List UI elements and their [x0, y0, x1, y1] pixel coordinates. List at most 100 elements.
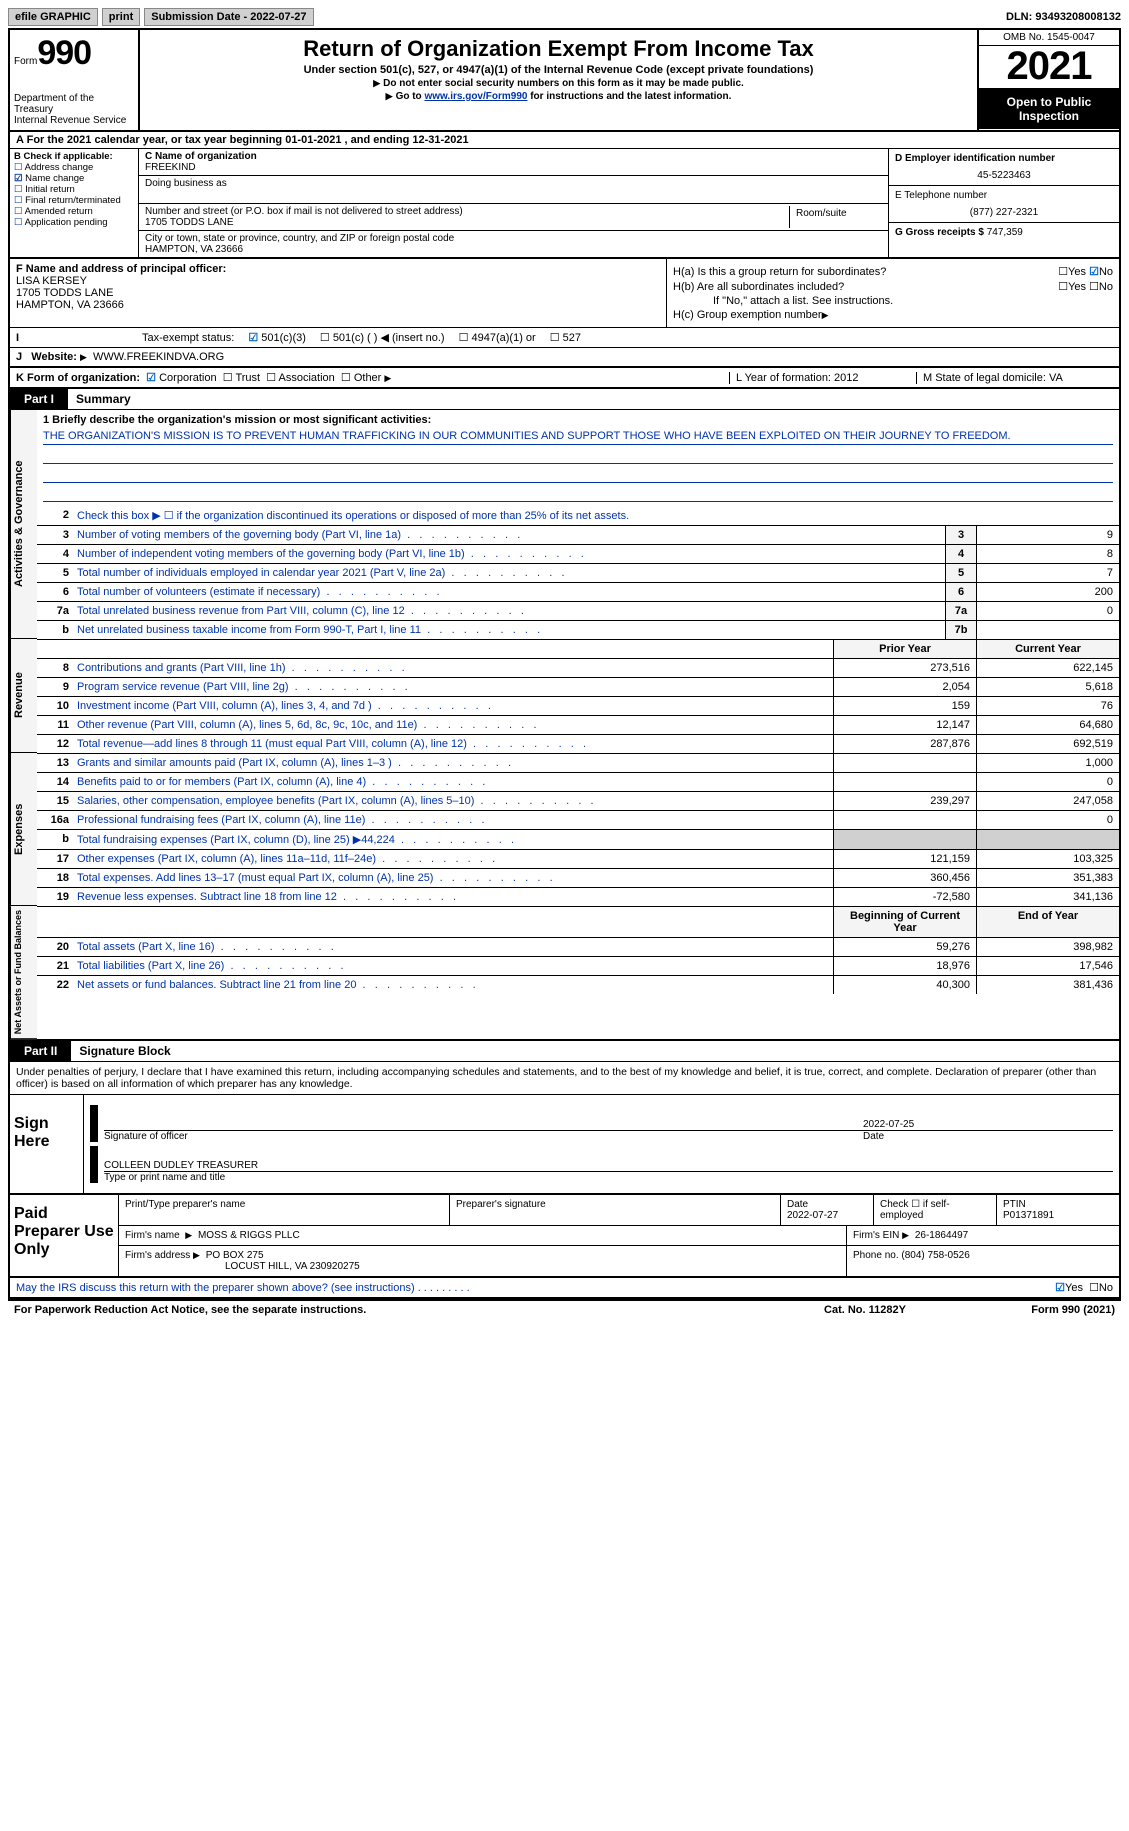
gross-receipts-label: G Gross receipts $: [895, 227, 984, 238]
topbar: efile GRAPHIC print Submission Date - 20…: [8, 8, 1121, 26]
mission-question: 1 Briefly describe the organization's mi…: [43, 414, 431, 426]
data-line: 21Total liabilities (Part X, line 26)18,…: [37, 956, 1119, 975]
preparer-row: Paid Preparer Use Only Print/Type prepar…: [10, 1195, 1119, 1278]
chk-address-change[interactable]: Address change: [25, 162, 94, 173]
year-formation: L Year of formation: 2012: [729, 372, 916, 384]
website-value: WWW.FREEKINDVA.ORG: [93, 351, 224, 363]
box-b: B Check if applicable: ☐ Address change …: [10, 149, 139, 257]
data-line: 18Total expenses. Add lines 13–17 (must …: [37, 868, 1119, 887]
website-row: J Website: WWW.FREEKINDVA.ORG: [10, 348, 1119, 368]
open-public: Open to Public Inspection: [979, 89, 1119, 129]
data-line: 19Revenue less expenses. Subtract line 1…: [37, 887, 1119, 906]
efile-button[interactable]: efile GRAPHIC: [8, 8, 98, 26]
chk-amended[interactable]: Amended return: [25, 206, 93, 217]
sign-here-row: Sign Here 2022-07-25 Signature of office…: [10, 1095, 1119, 1195]
firm-ein: 26-1864497: [915, 1230, 968, 1241]
title-cell: Return of Organization Exempt From Incom…: [140, 30, 977, 130]
irs-link[interactable]: www.irs.gov/Form990: [424, 91, 527, 102]
chk-initial-return[interactable]: Initial return: [25, 184, 75, 195]
data-line: 15Salaries, other compensation, employee…: [37, 791, 1119, 810]
room-label: Room/suite: [790, 206, 882, 228]
data-line: bTotal fundraising expenses (Part IX, co…: [37, 829, 1119, 849]
prep-date: 2022-07-27: [787, 1210, 838, 1221]
print-button[interactable]: print: [102, 8, 140, 26]
note-goto-post: for instructions and the latest informat…: [527, 91, 731, 102]
box-de: D Employer identification number45-52234…: [888, 149, 1119, 257]
side-net: Net Assets or Fund Balances: [10, 906, 37, 1039]
firm-addr-label: Firm's address: [125, 1250, 190, 1261]
k-corp[interactable]: Corporation: [159, 372, 216, 384]
street-address: 1705 TODDS LANE: [145, 217, 789, 228]
mission-text: THE ORGANIZATION'S MISSION IS TO PREVENT…: [43, 430, 1113, 445]
k-assoc[interactable]: Association: [279, 372, 335, 384]
k-label: K Form of organization:: [16, 372, 140, 384]
ptin-label: PTIN: [1003, 1199, 1026, 1210]
footer-cat: Cat. No. 11282Y: [765, 1304, 965, 1316]
h-b-note: If "No," attach a list. See instructions…: [673, 295, 1113, 307]
chk-name-change[interactable]: Name change: [25, 173, 84, 184]
hdr-end: End of Year: [976, 907, 1119, 937]
k-trust[interactable]: Trust: [235, 372, 260, 384]
data-line: 9Program service revenue (Part VIII, lin…: [37, 677, 1119, 696]
h-c-label: H(c) Group exemption number: [673, 309, 822, 321]
prep-print-label: Print/Type preparer's name: [119, 1195, 450, 1225]
sign-name-label: Type or print name and title: [104, 1172, 1113, 1183]
revenue-section: Revenue Prior YearCurrent Year 8Contribu…: [10, 639, 1119, 753]
line-a-text: For the 2021 calendar year, or tax year …: [27, 134, 469, 146]
officer-name: LISA KERSEY: [16, 275, 660, 287]
tax-exempt-status: I Tax-exempt status: ☑ 501(c)(3) ☐ 501(c…: [10, 328, 1119, 348]
officer-addr2: HAMPTON, VA 23666: [16, 299, 660, 311]
status-4947[interactable]: 4947(a)(1) or: [472, 332, 536, 344]
data-line: 13Grants and similar amounts paid (Part …: [37, 753, 1119, 772]
footer-left: For Paperwork Reduction Act Notice, see …: [14, 1304, 765, 1316]
status-501c[interactable]: 501(c) ( ) ◀ (insert no.): [333, 332, 445, 344]
org-name: FREEKIND: [145, 162, 882, 173]
submission-date: Submission Date - 2022-07-27: [144, 8, 313, 26]
mission-block: 1 Briefly describe the organization's mi…: [37, 410, 1119, 502]
discuss-text: May the IRS discuss this return with the…: [16, 1282, 415, 1294]
chk-final-return[interactable]: Final return/terminated: [25, 195, 121, 206]
note-ssn: Do not enter social security numbers on …: [383, 78, 744, 89]
part-2-header: Part II Signature Block: [10, 1039, 1119, 1062]
officer-label: F Name and address of principal officer:: [16, 263, 660, 275]
status-527[interactable]: 527: [563, 332, 581, 344]
preparer-grid: Print/Type preparer's name Preparer's si…: [119, 1195, 1119, 1276]
form-id-cell: Form990 Department of the Treasury Inter…: [10, 30, 140, 130]
chk-application-pending[interactable]: Application pending: [25, 217, 108, 228]
side-revenue: Revenue: [10, 639, 37, 753]
h-b-label: H(b) Are all subordinates included?: [673, 281, 1058, 293]
officer-sign-name: COLLEEN DUDLEY TREASURER: [104, 1160, 258, 1171]
officer-addr1: 1705 TODDS LANE: [16, 287, 660, 299]
side-expenses: Expenses: [10, 753, 37, 906]
summary-line: 7aTotal unrelated business revenue from …: [37, 601, 1119, 620]
state-domicile: M State of legal domicile: VA: [916, 372, 1113, 384]
k-other[interactable]: Other: [354, 372, 382, 384]
signature-declaration: Under penalties of perjury, I declare th…: [10, 1062, 1119, 1095]
side-activities: Activities & Governance: [10, 410, 37, 639]
section-fh: F Name and address of principal officer:…: [10, 259, 1119, 328]
status-501c3[interactable]: 501(c)(3): [261, 332, 306, 344]
firm-phone: (804) 758-0526: [901, 1250, 969, 1261]
summary-line: bNet unrelated business taxable income f…: [37, 620, 1119, 639]
org-name-label: C Name of organization: [145, 151, 882, 162]
part-1-header: Part I Summary: [10, 389, 1119, 410]
ein-label2: Firm's EIN: [853, 1230, 899, 1241]
department: Department of the Treasury Internal Reve…: [14, 93, 134, 126]
hdr-prior-year: Prior Year: [833, 640, 976, 658]
note-goto-pre: Go to: [396, 91, 425, 102]
activities-governance: Activities & Governance 1 Briefly descri…: [10, 410, 1119, 639]
tax-year: 2021: [979, 46, 1119, 89]
h-a-label: H(a) Is this a group return for subordin…: [673, 266, 1058, 278]
prep-self-employed[interactable]: Check ☐ if self-employed: [874, 1195, 997, 1225]
firm-addr2: LOCUST HILL, VA 230920275: [225, 1261, 360, 1272]
data-line: 17Other expenses (Part IX, column (A), l…: [37, 849, 1119, 868]
firm-phone-label: Phone no.: [853, 1250, 899, 1261]
discuss-row: May the IRS discuss this return with the…: [10, 1278, 1119, 1299]
box-f: F Name and address of principal officer:…: [10, 259, 666, 327]
data-line: 11Other revenue (Part VIII, column (A), …: [37, 715, 1119, 734]
line-a: A For the 2021 calendar year, or tax yea…: [10, 132, 1119, 149]
prep-sig-label: Preparer's signature: [450, 1195, 781, 1225]
section-header-boxes: B Check if applicable: ☐ Address change …: [10, 149, 1119, 259]
box-c: C Name of organizationFREEKIND Doing bus…: [139, 149, 888, 257]
dln: DLN: 93493208008132: [1006, 11, 1121, 23]
